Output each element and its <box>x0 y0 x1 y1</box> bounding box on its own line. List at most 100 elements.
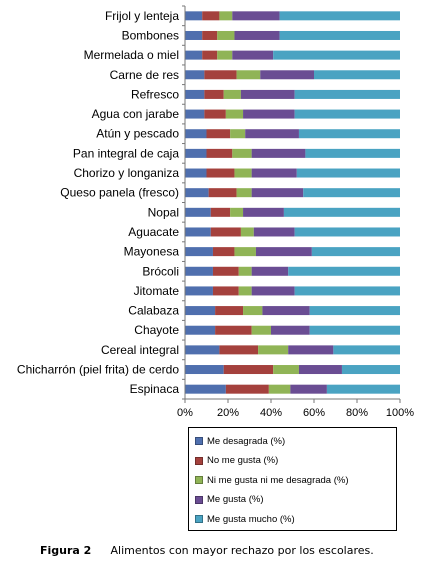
bar-jitomate-series-1 <box>185 286 213 296</box>
bar-brocoli-series-2 <box>212 266 239 276</box>
category-label: Carne de res <box>110 68 179 82</box>
bar-cereal-integral-series-1 <box>185 345 220 355</box>
category-label: Cereal integral <box>101 343 179 357</box>
bar-bombones-series-2 <box>202 30 218 40</box>
x-tick-label: 100% <box>386 407 414 419</box>
bar-espinaca-series-1 <box>185 384 226 394</box>
category-label: Queso panela (fresco) <box>60 186 179 200</box>
bar-mayonesa-series-4 <box>255 247 312 257</box>
bar-brocoli-series-4 <box>251 266 289 276</box>
bar-refresco-series-5 <box>294 89 400 99</box>
x-axis: 0% 20% 40% 60% 80% 100% <box>177 5 414 419</box>
bar-cereal-integral-series-2 <box>219 345 259 355</box>
category-label: Refresco <box>131 87 179 101</box>
bar-bombones-series-4 <box>234 30 280 40</box>
bar-chorizo-y-longaniza-series-3 <box>234 168 252 178</box>
bar-nopal-series-4 <box>243 207 284 217</box>
bar-espinaca-series-3 <box>268 384 291 394</box>
bar-atun-y-pescado-series-2 <box>206 129 231 139</box>
x-tick-label: 0% <box>177 407 193 419</box>
bar-cereal-integral-series-5 <box>333 345 400 355</box>
bar-queso-panela-fresco-series-1 <box>185 188 209 198</box>
bar-aguacate-series-5 <box>294 227 400 237</box>
bar-nopal-series-5 <box>283 207 400 217</box>
bar-refresco-series-2 <box>204 89 224 99</box>
bar-chorizo-y-longaniza-series-2 <box>206 168 235 178</box>
category-label: Calabaza <box>128 304 179 318</box>
bar-bombones-series-5 <box>279 30 400 40</box>
bar-queso-panela-fresco-series-3 <box>236 188 252 198</box>
legend-swatch <box>195 495 203 504</box>
bar-chayote-series-2 <box>215 325 252 335</box>
bar-jitomate-series-3 <box>238 286 252 296</box>
bar-nopal-series-3 <box>230 207 244 217</box>
bar-carne-de-res-series-1 <box>185 70 205 80</box>
category-label: Atún y pescado <box>96 127 179 141</box>
bar-atun-y-pescado-series-5 <box>298 129 400 139</box>
x-tick-label: 60% <box>303 407 325 419</box>
caption-text: Alimentos con mayor rechazo por los esco… <box>110 544 374 557</box>
bar-pan-integral-de-caja-series-1 <box>185 148 207 158</box>
bar-chayote-series-4 <box>271 325 310 335</box>
bar-frijol-y-lenteja-series-5 <box>279 11 400 21</box>
bar-brocoli-series-1 <box>185 266 213 276</box>
bar-agua-con-jarabe-series-3 <box>225 109 244 119</box>
bar-aguacate-series-2 <box>210 227 241 237</box>
bar-carne-de-res-series-3 <box>236 70 261 80</box>
x-tick-label: 20% <box>217 407 239 419</box>
category-label: Jitomate <box>134 284 180 298</box>
bar-queso-panela-fresco-series-4 <box>251 188 304 198</box>
bar-refresco-series-3 <box>223 89 241 99</box>
bar-chayote-series-5 <box>309 325 400 335</box>
bar-espinaca-series-2 <box>225 384 269 394</box>
x-tick-label: 40% <box>260 407 282 419</box>
bar-bombones-series-3 <box>217 30 235 40</box>
bar-calabaza-series-5 <box>309 306 400 316</box>
category-label: Mayonesa <box>124 245 180 259</box>
legend-swatch <box>195 515 203 523</box>
category-label: Mermelada o miel <box>84 48 179 62</box>
legend-item: Ni me gusta ni me desagrada (%) <box>195 473 349 487</box>
bar-chorizo-y-longaniza-series-4 <box>251 168 297 178</box>
legend-swatch <box>195 437 203 445</box>
bar-carne-de-res-series-2 <box>204 70 237 80</box>
bar-calabaza-series-2 <box>215 306 244 316</box>
legend-swatch <box>195 476 203 484</box>
bar-jitomate-series-4 <box>251 286 295 296</box>
bar-refresco-series-4 <box>240 89 295 99</box>
category-label: Espinaca <box>130 382 180 396</box>
bar-chayote-series-1 <box>185 325 216 335</box>
bar-calabaza-series-4 <box>262 306 310 316</box>
legend-item: No me gusta (%) <box>195 454 278 468</box>
category-label: Agua con jarabe <box>92 107 180 121</box>
legend-label: Ni me gusta ni me desagrada (%) <box>207 474 349 486</box>
bar-chayote-series-3 <box>251 325 271 335</box>
bar-carne-de-res-series-4 <box>260 70 314 80</box>
bar-espinaca-series-5 <box>326 384 400 394</box>
bar-nopal-series-2 <box>210 207 231 217</box>
bar-pan-integral-de-caja-series-3 <box>232 148 252 158</box>
bar-mermelada-o-miel-series-4 <box>232 50 274 60</box>
bar-mayonesa-series-5 <box>311 247 400 257</box>
bar-mermelada-o-miel-series-3 <box>217 50 233 60</box>
bar-pan-integral-de-caja-series-4 <box>251 148 306 158</box>
bar-agua-con-jarabe-series-5 <box>294 109 400 119</box>
bar-mermelada-o-miel-series-5 <box>273 50 400 60</box>
bar-mayonesa-series-1 <box>185 247 213 257</box>
bar-aguacate-series-4 <box>253 227 295 237</box>
bar-frijol-y-lenteja-series-3 <box>219 11 233 21</box>
category-labels: Frijol y lenteja Bombones Mermelada o miel… <box>17 9 179 396</box>
bar-espinaca-series-4 <box>290 384 327 394</box>
bar-agua-con-jarabe-series-2 <box>204 109 226 119</box>
bar-mayonesa-series-3 <box>234 247 256 257</box>
bar-refresco-series-1 <box>185 89 205 99</box>
bar-aguacate-series-3 <box>240 227 254 237</box>
bar-chicharron-piel-frita-de-cerdo-series-4 <box>298 365 342 375</box>
bar-frijol-y-lenteja-series-4 <box>232 11 280 21</box>
bar-group <box>185 11 400 394</box>
bar-mayonesa-series-2 <box>212 247 235 257</box>
category-label: Chicharrón (piel frita) de cerdo <box>17 363 179 377</box>
category-label: Bombones <box>122 28 179 42</box>
bar-mermelada-o-miel-series-2 <box>202 50 218 60</box>
category-label: Chayote <box>134 323 179 337</box>
